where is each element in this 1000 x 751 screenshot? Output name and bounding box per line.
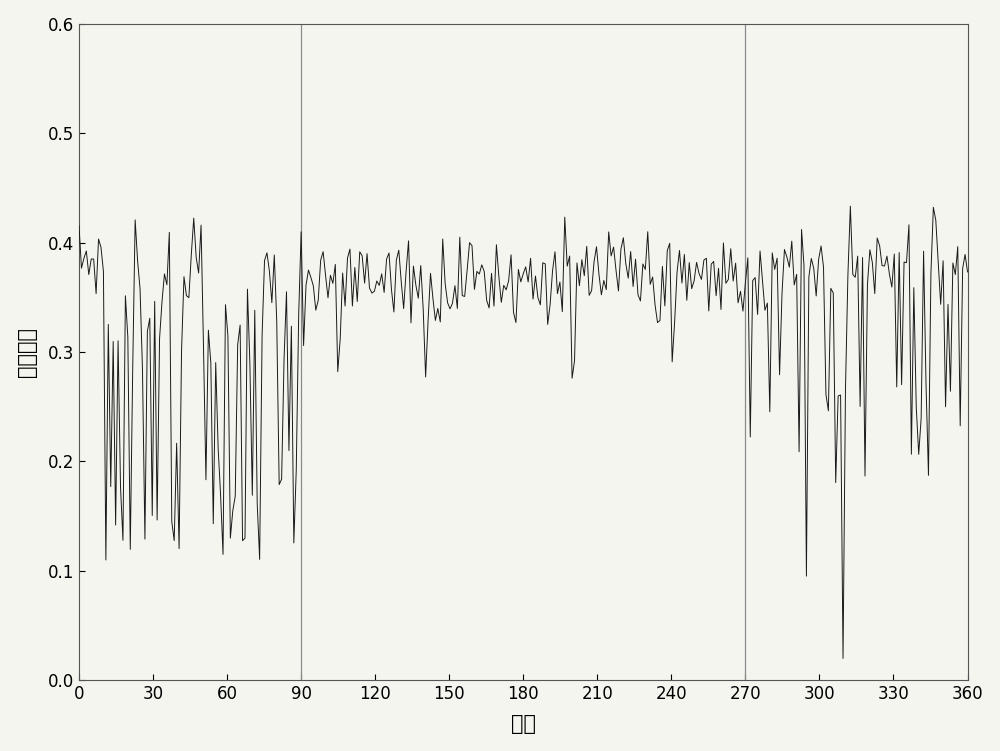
X-axis label: 天数: 天数 bbox=[511, 714, 536, 734]
Y-axis label: 集热效率: 集热效率 bbox=[17, 327, 37, 377]
